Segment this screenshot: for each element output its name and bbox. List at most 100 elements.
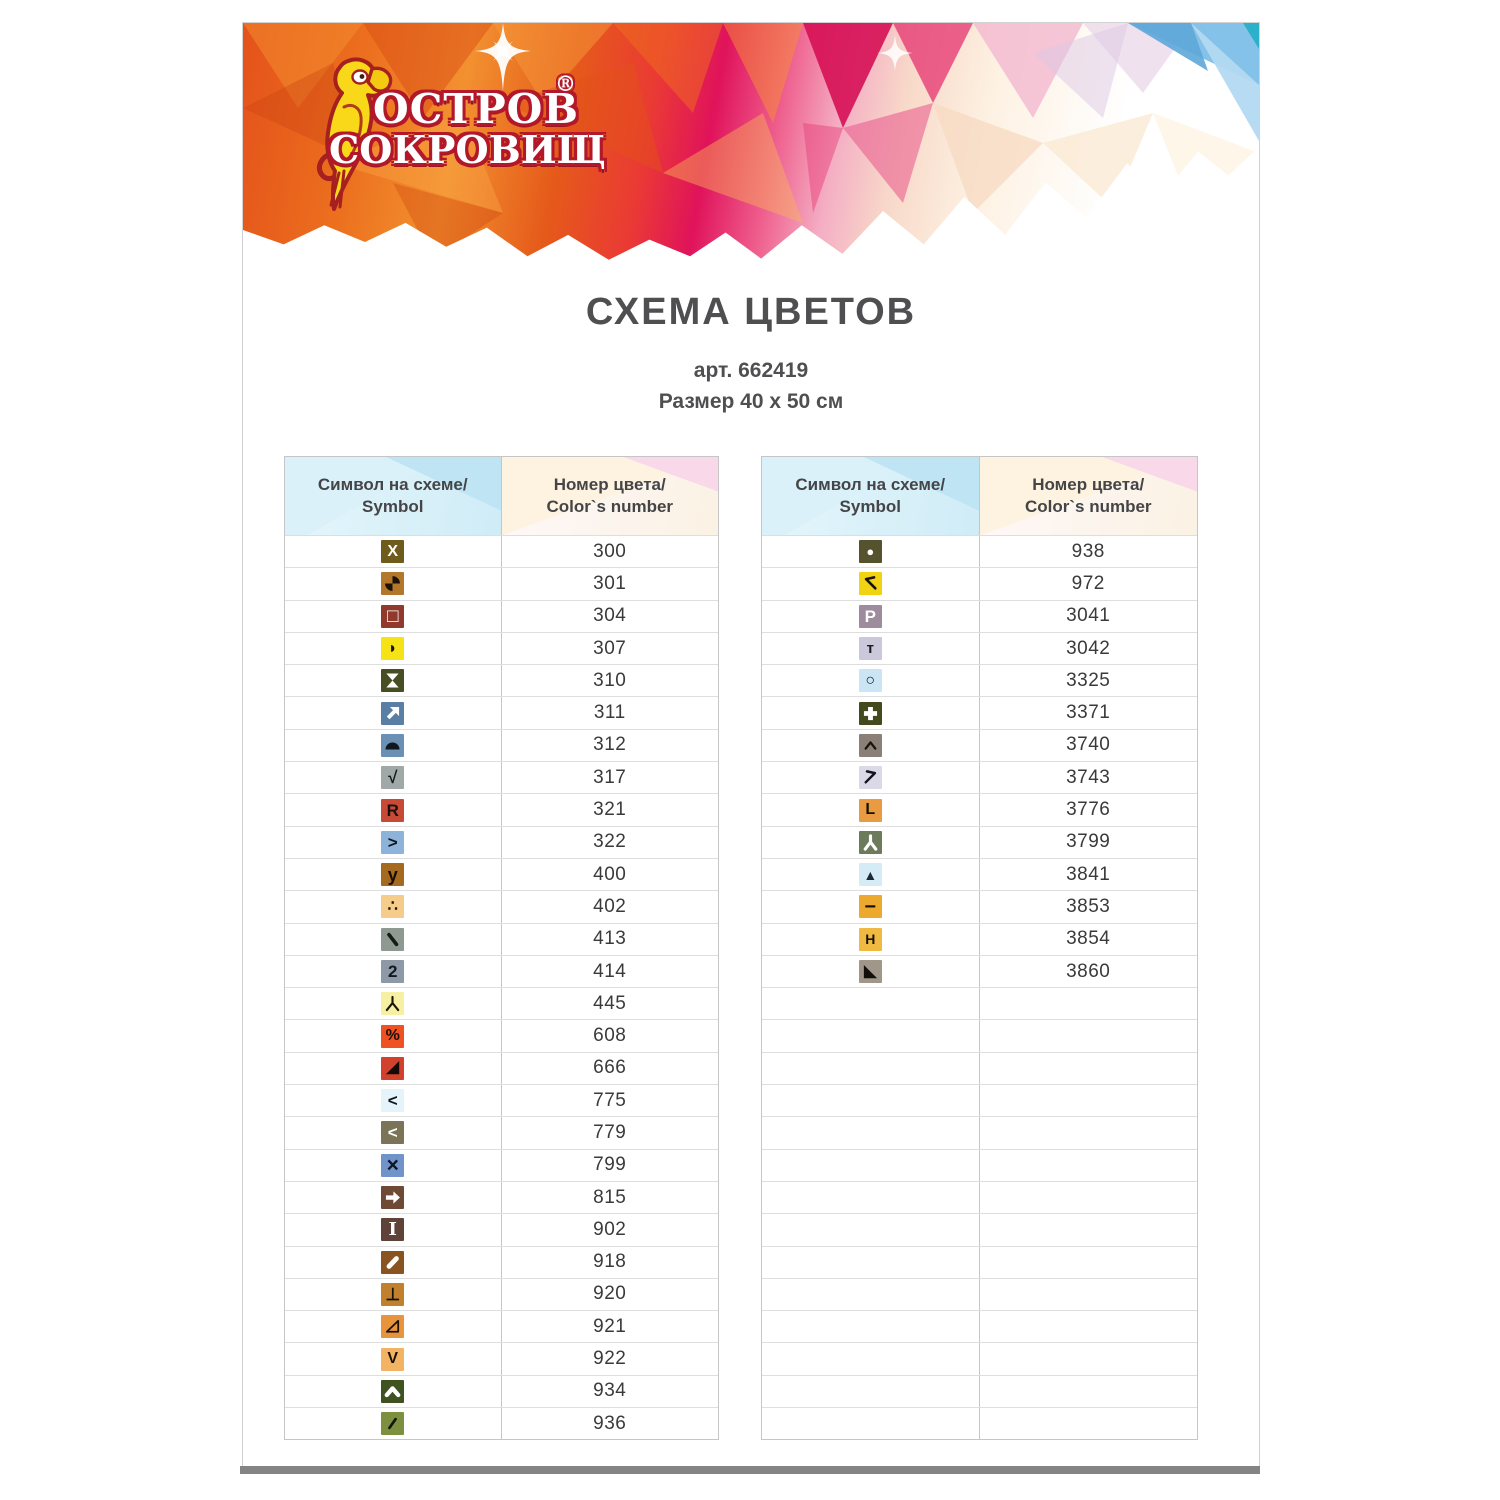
symbol-cell: т xyxy=(762,632,980,665)
symbol-cell: X xyxy=(285,536,502,568)
letter-r-icon: R xyxy=(381,798,405,822)
backslash-icon xyxy=(381,927,405,951)
color-number: 920 xyxy=(593,1283,627,1305)
color-number: 3860 xyxy=(1066,960,1111,982)
symbol-cell: P xyxy=(762,600,980,632)
empty-symbol-cell xyxy=(762,1085,980,1117)
empty-symbol-cell xyxy=(762,1311,980,1343)
empty-row xyxy=(762,1019,1198,1052)
chevron-right-icon: > xyxy=(381,830,405,854)
chevron-up-thick-icon xyxy=(381,1379,405,1403)
letter-y-icon: y xyxy=(381,863,405,887)
color-row: L 3776 xyxy=(762,793,1197,826)
color-number: 902 xyxy=(593,1218,627,1240)
empty-number-cell xyxy=(980,1279,1198,1310)
symbol-cell: > xyxy=(285,826,502,858)
color-number: 312 xyxy=(593,734,627,756)
color-row: 934 xyxy=(285,1374,718,1408)
color-number: 3799 xyxy=(1066,831,1111,853)
x-mark-icon: X xyxy=(381,540,405,564)
color-number: 922 xyxy=(593,1348,627,1370)
page-bottom-edge xyxy=(240,1466,1260,1474)
empty-row xyxy=(762,1245,1198,1278)
empty-number-cell xyxy=(980,1343,1198,1374)
letter-p-icon: P xyxy=(858,604,882,628)
color-row: 3799 xyxy=(762,825,1197,858)
symbol-cell xyxy=(285,923,502,955)
caret-up-icon xyxy=(858,733,882,757)
minus-icon: − xyxy=(858,895,882,919)
symbol-cell: ● xyxy=(762,536,980,568)
color-number: 815 xyxy=(593,1186,627,1208)
color-row: 921 xyxy=(285,1310,718,1343)
symbol-cell: R xyxy=(285,794,502,826)
empty-row xyxy=(762,1407,1197,1440)
symbol-cell: I xyxy=(285,1214,502,1246)
color-number: 775 xyxy=(593,1089,627,1111)
empty-number-cell xyxy=(980,1311,1198,1342)
symbol-cell xyxy=(285,665,502,697)
color-row: 2 414 xyxy=(285,954,718,988)
symbol-cell: ∴ xyxy=(285,891,502,923)
color-number: 322 xyxy=(593,831,627,853)
symbol-cell: √ xyxy=(285,762,502,794)
symbol-cell: H xyxy=(762,923,980,955)
color-row: 936 xyxy=(285,1407,718,1440)
color-row: 972 xyxy=(762,567,1197,600)
color-row: ● 938 xyxy=(762,535,1197,568)
color-row: % 608 xyxy=(285,1019,718,1052)
color-row: 3743 xyxy=(762,761,1197,794)
color-number: 3841 xyxy=(1066,863,1111,885)
empty-symbol-cell xyxy=(762,1375,980,1408)
color-row: ◣ 3860 xyxy=(762,954,1197,988)
color-row: y 400 xyxy=(285,857,718,891)
i-beam-icon: I xyxy=(381,1218,405,1242)
empty-number-cell xyxy=(980,1020,1198,1051)
arrow-right-icon xyxy=(381,1186,405,1210)
color-number: 936 xyxy=(593,1412,627,1434)
color-table-right: Символ на схеме/Symbol Номер цвета/Color`… xyxy=(761,456,1198,1441)
table-header-row: Символ на схеме/Symbol Номер цвета/Color`… xyxy=(762,457,1197,535)
symbol-cell: ◢ xyxy=(285,1052,502,1085)
symbol-cell: ▲ xyxy=(762,858,980,891)
color-row: □ 304 xyxy=(285,599,718,632)
symbol-cell xyxy=(285,1246,502,1278)
triangle-up-icon: ▲ xyxy=(858,863,882,887)
symbol-cell: ○ xyxy=(762,665,980,697)
three-dots-icon: ∴ xyxy=(381,895,405,919)
empty-number-cell xyxy=(980,1117,1198,1148)
color-number: 3042 xyxy=(1066,637,1111,659)
empty-symbol-cell xyxy=(762,1117,980,1149)
fork-down-icon xyxy=(381,992,405,1016)
color-row: 413 xyxy=(285,922,718,955)
empty-number-cell xyxy=(980,1150,1198,1181)
arrow-up-right-icon xyxy=(381,701,405,725)
empty-row xyxy=(762,1213,1197,1246)
article-number: арт. 662419 xyxy=(693,359,809,382)
brand-logo: ОСТРОВ СОКРОВИЩ ® xyxy=(243,23,843,261)
empty-symbol-cell xyxy=(762,1149,980,1181)
color-number: 3740 xyxy=(1066,734,1111,756)
triangle-lower-left-icon: ◣ xyxy=(858,960,882,983)
empty-row xyxy=(762,1148,1198,1181)
color-number: 918 xyxy=(593,1251,627,1273)
color-row: 311 xyxy=(285,696,718,729)
empty-symbol-cell xyxy=(762,1052,980,1085)
color-number: 414 xyxy=(593,960,627,982)
circle-outline-icon: ○ xyxy=(858,669,882,693)
symbol-cell xyxy=(285,988,502,1020)
symbol-cell xyxy=(762,568,980,600)
empty-number-cell xyxy=(980,1085,1198,1116)
symbol-cell: < xyxy=(285,1085,502,1117)
sparkle-icon xyxy=(877,35,913,71)
empty-number-cell xyxy=(980,1247,1198,1278)
brand-name-line1: ОСТРОВ xyxy=(373,85,580,133)
color-number: 972 xyxy=(1071,572,1105,594)
triangle-lower-right-icon: ◢ xyxy=(381,1056,405,1080)
color-number: 608 xyxy=(593,1025,627,1047)
symbol-cell: − xyxy=(762,891,980,923)
plus-thick-icon xyxy=(858,701,882,725)
empty-symbol-cell xyxy=(762,1214,980,1246)
color-row: ◢ 666 xyxy=(285,1051,718,1085)
color-row: ▲ 3841 xyxy=(762,857,1197,891)
